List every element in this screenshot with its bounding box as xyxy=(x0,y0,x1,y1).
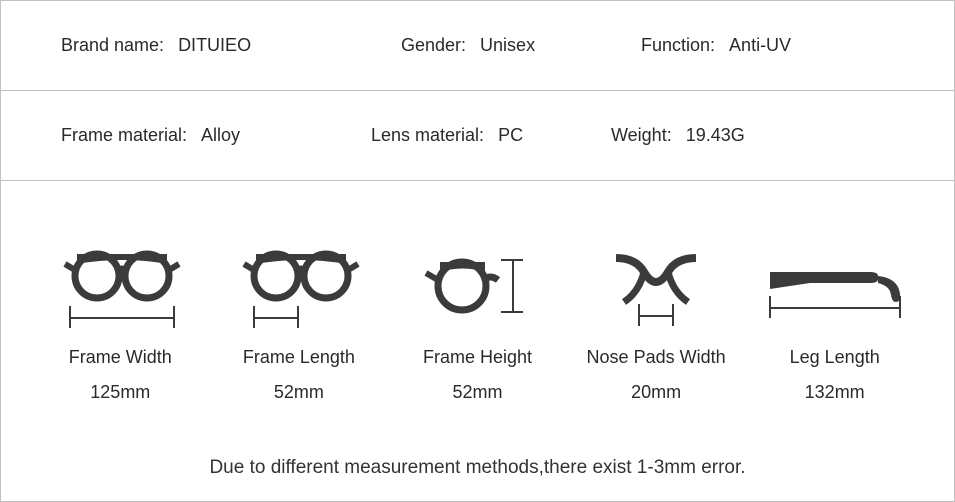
lens-material-label: Lens material: xyxy=(371,125,484,146)
gender-value: Unisex xyxy=(480,35,535,56)
measure-frame-width: Frame Width 125mm xyxy=(40,231,200,403)
glasses-nosepad-icon xyxy=(601,231,711,341)
measurements-section: Frame Width 125mm xyxy=(1,181,954,501)
gender-cell: Gender: Unisex xyxy=(401,35,641,56)
function-label: Function: xyxy=(641,35,715,56)
measure-label: Frame Width xyxy=(69,347,172,368)
brand-label: Brand name: xyxy=(61,35,164,56)
frame-material-value: Alloy xyxy=(201,125,240,146)
measure-label: Nose Pads Width xyxy=(587,347,726,368)
lens-material-value: PC xyxy=(498,125,523,146)
glasses-temple-icon xyxy=(760,231,910,341)
glasses-lens-height-icon xyxy=(417,231,537,341)
measure-value: 125mm xyxy=(90,382,150,403)
weight-label: Weight: xyxy=(611,125,672,146)
frame-material-label: Frame material: xyxy=(61,125,187,146)
measure-label: Frame Length xyxy=(243,347,355,368)
measure-leg-length: Leg Length 132mm xyxy=(755,231,915,403)
frame-material-cell: Frame material: Alloy xyxy=(61,125,371,146)
weight-cell: Weight: 19.43G xyxy=(611,125,894,146)
measure-frame-height: Frame Height 52mm xyxy=(397,231,557,403)
measure-value: 52mm xyxy=(274,382,324,403)
measurement-disclaimer: Due to different measurement methods,the… xyxy=(1,443,954,501)
gender-label: Gender: xyxy=(401,35,466,56)
measure-label: Frame Height xyxy=(423,347,532,368)
measure-value: 20mm xyxy=(631,382,681,403)
function-value: Anti-UV xyxy=(729,35,791,56)
brand-cell: Brand name: DITUIEO xyxy=(61,35,401,56)
measure-value: 132mm xyxy=(805,382,865,403)
measure-frame-length: Frame Length 52mm xyxy=(219,231,379,403)
glasses-frame-width-icon xyxy=(55,231,185,341)
brand-value: DITUIEO xyxy=(178,35,251,56)
spec-row-2: Frame material: Alloy Lens material: PC … xyxy=(1,91,954,181)
product-spec-sheet: Brand name: DITUIEO Gender: Unisex Funct… xyxy=(0,0,955,502)
lens-material-cell: Lens material: PC xyxy=(371,125,611,146)
measure-label: Leg Length xyxy=(790,347,880,368)
measure-value: 52mm xyxy=(452,382,502,403)
spec-row-1: Brand name: DITUIEO Gender: Unisex Funct… xyxy=(1,1,954,91)
weight-value: 19.43G xyxy=(686,125,745,146)
function-cell: Function: Anti-UV xyxy=(641,35,894,56)
measure-nose-pads: Nose Pads Width 20mm xyxy=(576,231,736,403)
measurements-row: Frame Width 125mm xyxy=(1,181,954,443)
glasses-lens-width-icon xyxy=(234,231,364,341)
